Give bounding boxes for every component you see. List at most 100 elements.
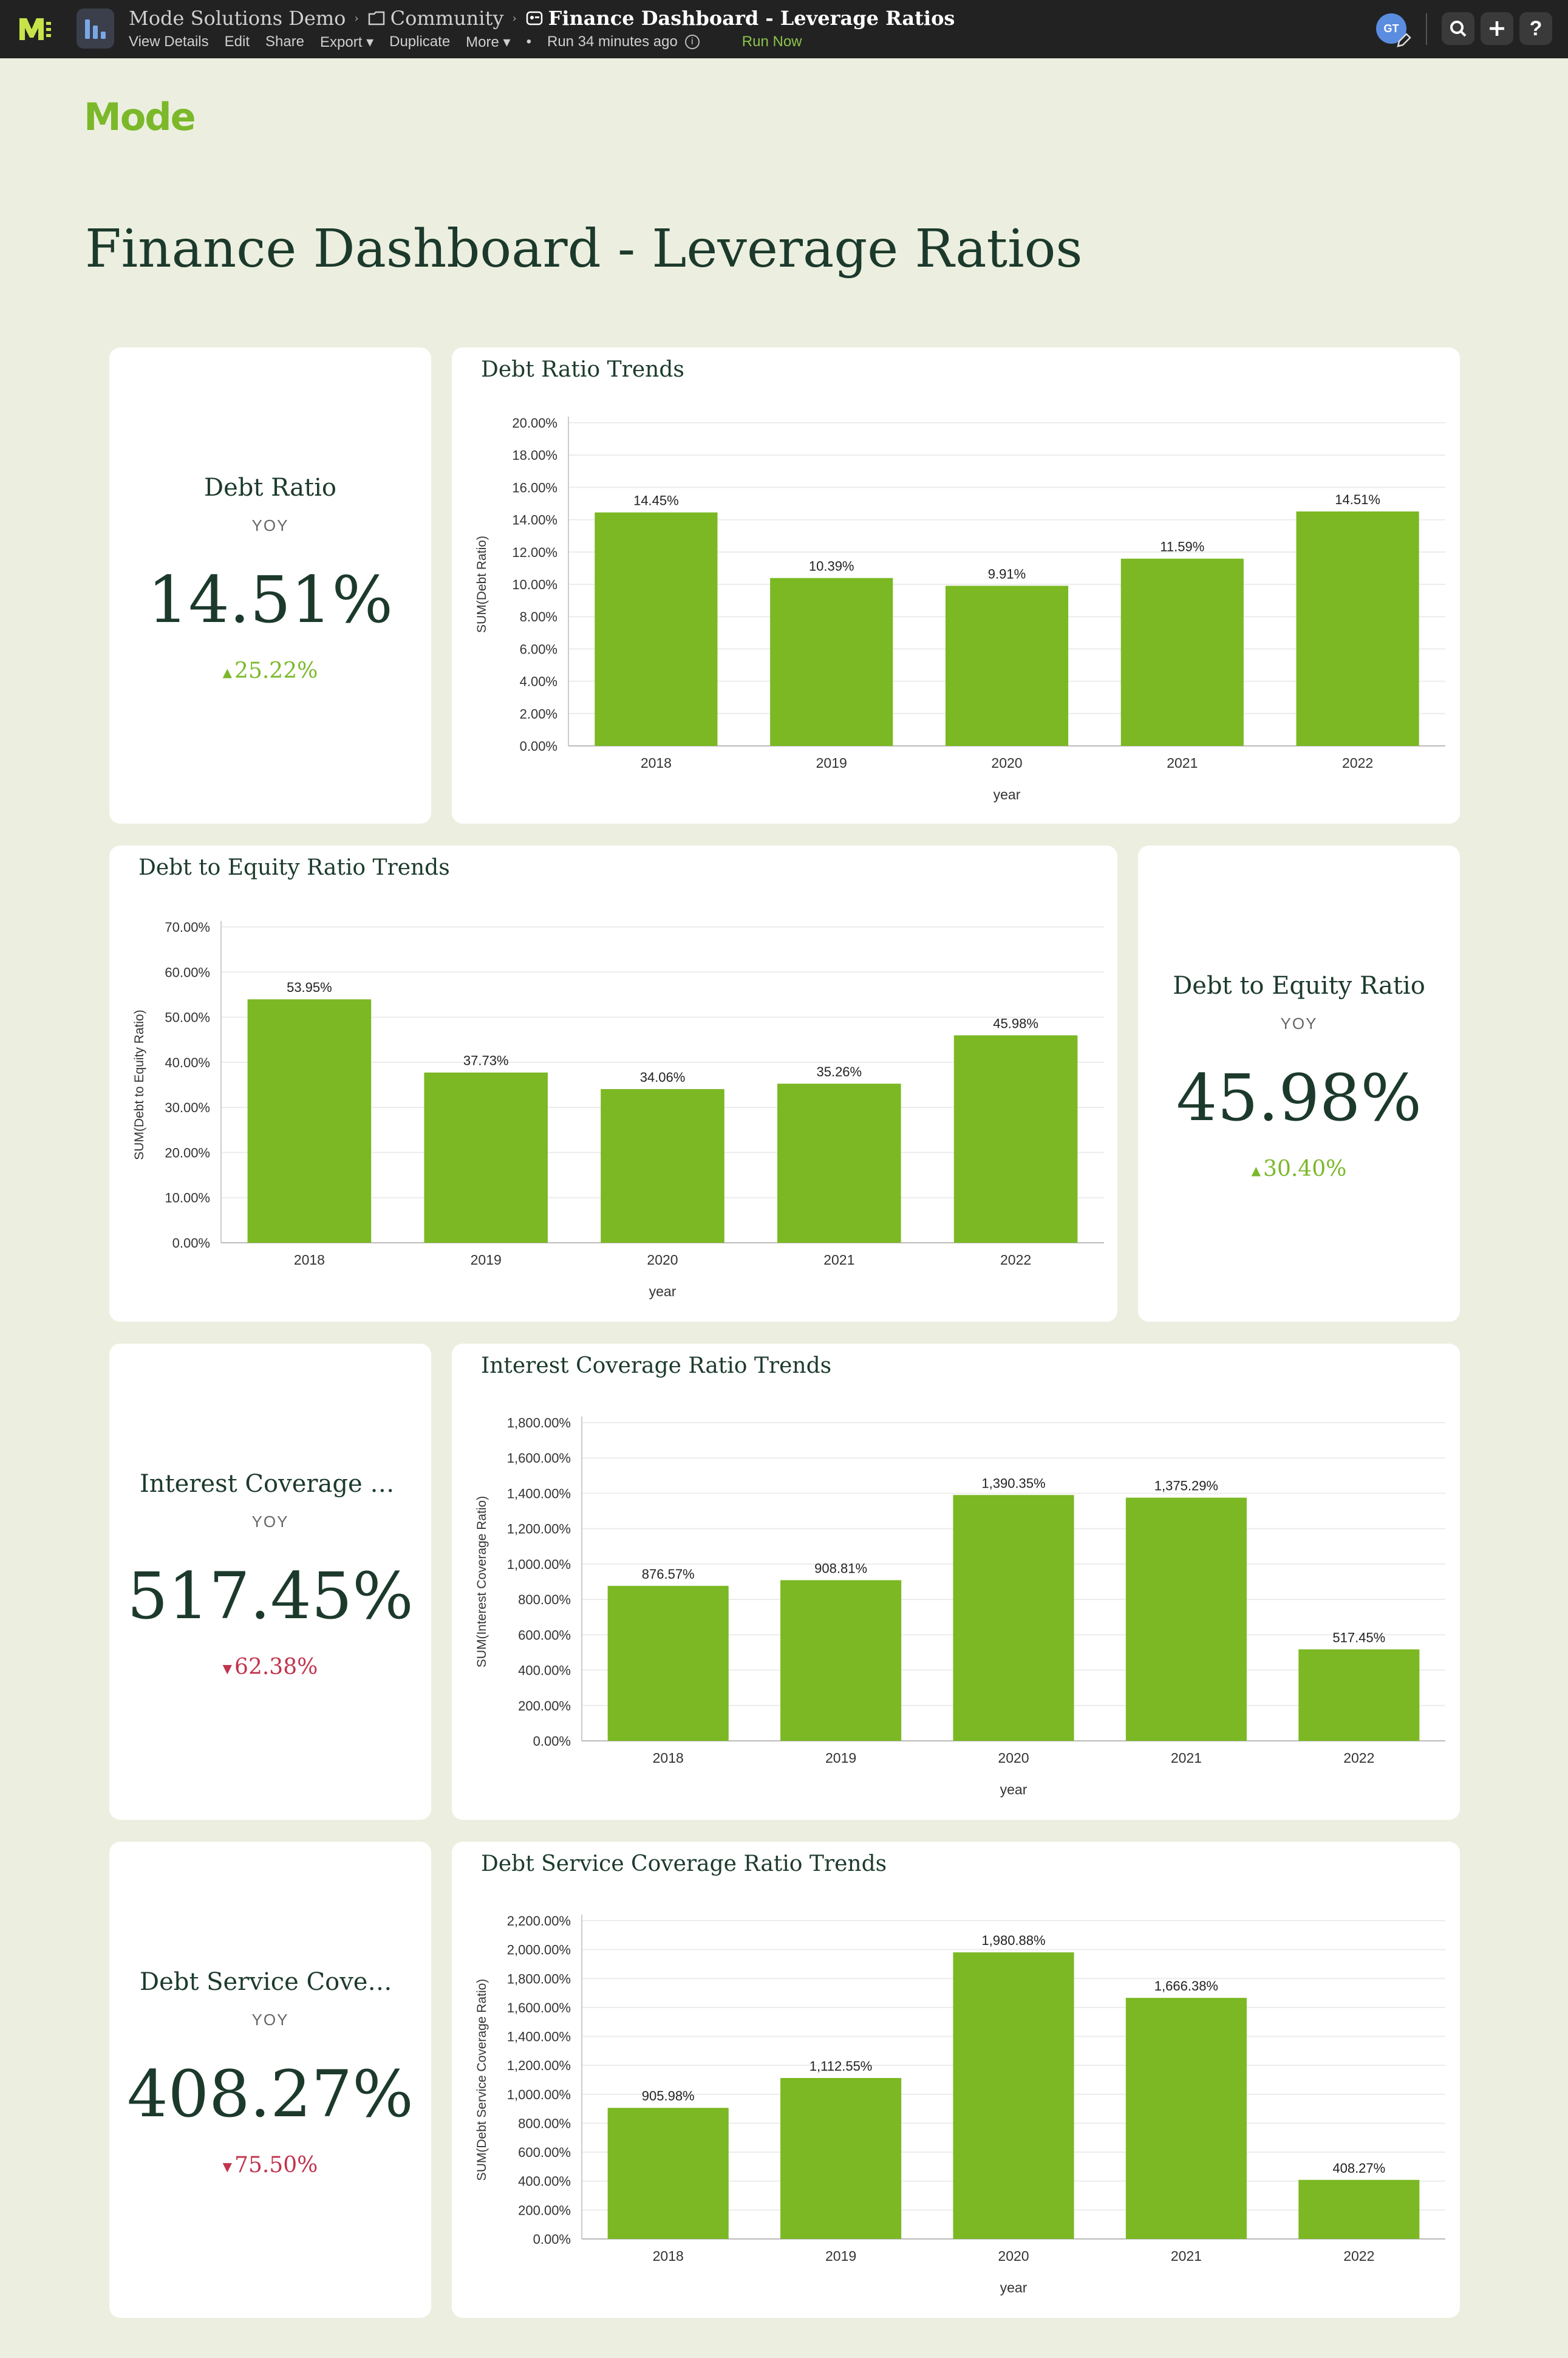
search-button[interactable] [1442,12,1474,45]
data-label: 14.45% [633,493,679,508]
x-tick-label: 2021 [1171,2248,1202,2264]
bar-2022 [1298,1649,1420,1741]
breadcrumb-collection[interactable]: Community [390,7,504,30]
x-tick-label: 2021 [1171,1750,1202,1766]
x-tick-label: 2020 [998,2248,1029,2264]
y-tick-label: 4.00% [520,674,557,689]
bar-2021 [1125,1998,1247,2239]
x-tick-label: 2019 [825,1750,856,1766]
kpi-subtitle: YOY [251,1512,289,1531]
x-tick-label: 2018 [641,755,672,771]
chart-title: Interest Coverage Ratio Trends [481,1353,832,1378]
x-tick-label: 2020 [998,1750,1029,1766]
data-label: 408.27% [1332,2161,1385,2176]
x-tick-label: 2022 [1343,2248,1374,2264]
y-tick-label: 0.00% [520,739,557,754]
bar-2019 [424,1072,548,1243]
kpi-change: ▼ 75.50% [109,2153,431,2178]
run-status: Run 34 minutes ago [547,33,678,50]
y-tick-label: 10.00% [512,577,557,592]
edit-pencil-icon [1397,33,1411,47]
kpi-value: 45.98% [1176,1061,1422,1135]
kpi-change: ▲ 25.22% [109,658,431,683]
report-icon[interactable] [77,9,114,49]
mode-m-icon[interactable] [17,12,53,46]
run-now-button[interactable]: Run Now [741,33,802,50]
x-axis-title: year [994,787,1021,802]
y-tick-label: 1,400.00% [507,2029,571,2045]
export-menu[interactable]: Export ▾ [320,33,374,50]
bar-2021 [1120,558,1244,746]
kpi-card-debt-ratio[interactable]: Debt Ratio YOY 14.51% ▲ 25.22% [109,347,431,824]
page-title: Finance Dashboard - Leverage Ratios [85,219,1083,279]
x-tick-label: 2019 [825,2248,856,2264]
kpi-title: Debt Ratio [204,474,336,502]
bar-2022 [953,1035,1078,1243]
y-tick-label: 1,200.00% [507,1522,571,1537]
data-label: 10.39% [809,559,854,574]
y-tick-label: 1,600.00% [507,2000,571,2015]
data-label: 53.95% [287,980,332,995]
arrow-up-icon: ▲ [222,665,233,680]
chart-card-debt-ratio[interactable]: Debt Ratio Trends 0.00% 2.00% 4.00% 6.00% 8.… [452,347,1460,824]
chevron-right-icon: › [512,12,517,25]
x-axis-title: year [1000,1782,1028,1797]
bar-2018 [247,999,372,1243]
help-button[interactable]: ? [1519,12,1552,45]
bar-2020 [953,1952,1074,2239]
kpi-value: 408.27% [127,2057,414,2131]
plus-icon [1490,21,1504,36]
y-tick-label: 8.00% [520,609,557,624]
kpi-card-debt-service-coverage[interactable]: Debt Service Covera... YOY 408.27% ▼ 75.5… [109,1842,431,2318]
x-tick-label: 2022 [1342,755,1373,771]
bar-2018 [607,1585,729,1741]
y-tick-label: 6.00% [520,641,557,657]
view-details-link[interactable]: View Details [129,33,209,50]
y-tick-label: 0.00% [172,1235,210,1251]
y-tick-label: 20.00% [165,1145,210,1160]
y-tick-label: 0.00% [533,2232,571,2247]
data-label: 35.26% [816,1064,862,1079]
kpi-change-value: 25.22% [234,658,318,683]
data-label: 45.98% [993,1016,1038,1031]
kpi-title: Debt Service Covera... [140,1968,417,1996]
data-label: 876.57% [642,1567,695,1582]
chart-card-debt-to-equity[interactable]: Debt to Equity Ratio Trends 0.00% 10.00% 2… [109,846,1117,1322]
kpi-value: 517.45% [127,1559,414,1633]
bar-2020 [945,586,1069,746]
duplicate-link[interactable]: Duplicate [389,33,451,50]
top-bar: Mode Solutions Demo › Community › Financ… [0,0,1568,58]
y-tick-label: 12.00% [512,545,557,560]
bar-2019 [780,2078,902,2239]
x-tick-label: 2022 [1000,1252,1031,1268]
avatar[interactable]: GT [1376,13,1406,44]
kpi-title: Interest Coverage Ra... [140,1470,427,1498]
edit-link[interactable]: Edit [224,33,250,50]
y-tick-label: 16.00% [512,480,557,495]
y-tick-label: 200.00% [518,1698,571,1714]
breadcrumb-workspace[interactable]: Mode Solutions Demo [129,7,346,30]
chart-card-interest-coverage[interactable]: Interest Coverage Ratio Trends 0.00% 200.… [452,1344,1460,1820]
y-tick-label: 2,200.00% [507,1913,571,1929]
y-tick-label: 800.00% [518,1592,571,1607]
kpi-card-debt-to-equity[interactable]: Debt to Equity Ratio YOY 45.98% ▲ 30.40% [1138,846,1460,1322]
bar-2021 [777,1084,901,1243]
y-tick-label: 40.00% [165,1055,210,1070]
data-label: 517.45% [1332,1630,1385,1645]
more-menu[interactable]: More ▾ [466,33,511,50]
mode-logo: Mode [84,95,196,139]
info-icon[interactable]: i [684,35,700,49]
kpi-card-interest-coverage[interactable]: Interest Coverage Ra... YOY 517.45% ▼ 62.… [109,1344,431,1820]
y-tick-label: 1,600.00% [507,1451,571,1466]
breadcrumb-report-title: Finance Dashboard - Leverage Ratios [548,7,955,30]
kpi-change: ▲ 30.40% [1138,1157,1460,1181]
kpi-value: 14.51% [147,562,394,637]
chart-card-debt-service-coverage[interactable]: Debt Service Coverage Ratio Trends 0.00%… [452,1842,1460,2318]
x-tick-label: 2018 [653,1750,684,1766]
new-button[interactable] [1481,12,1513,45]
chart-title: Debt Ratio Trends [481,357,684,382]
data-label: 34.06% [640,1070,686,1085]
share-link[interactable]: Share [265,33,305,50]
search-icon [1450,21,1467,37]
bar-chart-interest-coverage: 0.00% 200.00% 400.00% 600.00% 800.00% 1,000.0… [475,1415,1445,1797]
